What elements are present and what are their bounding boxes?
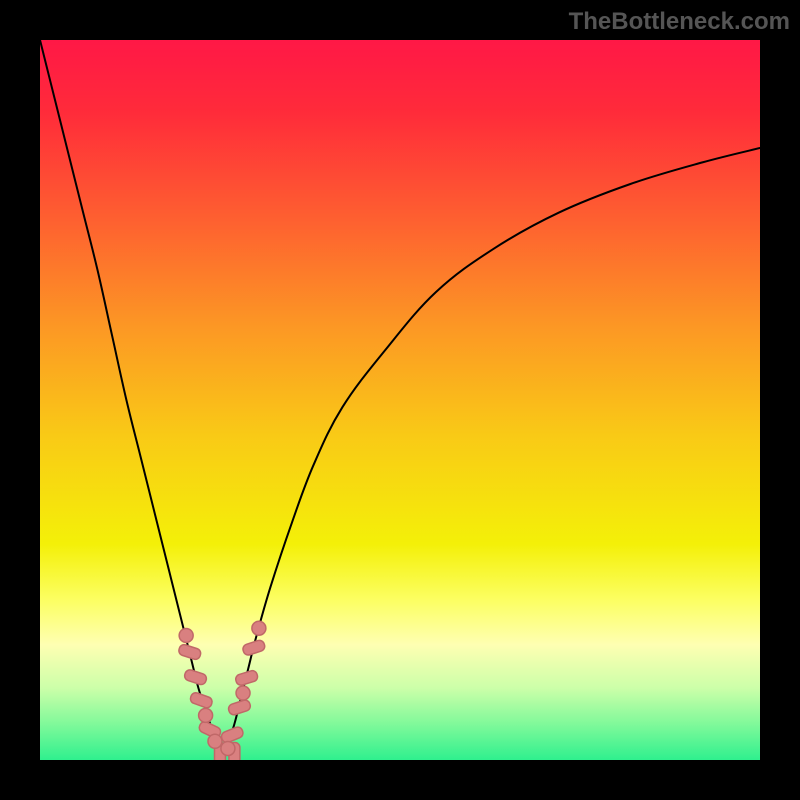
chart-container: TheBottleneck.com	[0, 0, 800, 800]
gradient-background	[40, 40, 760, 760]
chart-svg	[40, 40, 760, 760]
marker-dot	[236, 686, 250, 700]
marker-dot	[199, 708, 213, 722]
marker-dot	[208, 734, 222, 748]
marker-dot	[179, 628, 193, 642]
watermark-text: TheBottleneck.com	[569, 8, 790, 36]
marker-dot	[221, 741, 235, 755]
marker-dot	[252, 621, 266, 635]
plot-area	[40, 40, 760, 760]
